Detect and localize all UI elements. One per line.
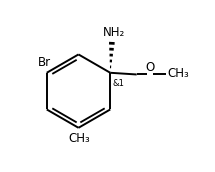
Text: O: O (146, 61, 155, 74)
Text: NH₂: NH₂ (103, 26, 125, 39)
Text: Br: Br (38, 56, 51, 68)
Text: CH₃: CH₃ (68, 132, 90, 145)
Text: CH₃: CH₃ (167, 67, 189, 80)
Text: &1: &1 (113, 79, 125, 88)
